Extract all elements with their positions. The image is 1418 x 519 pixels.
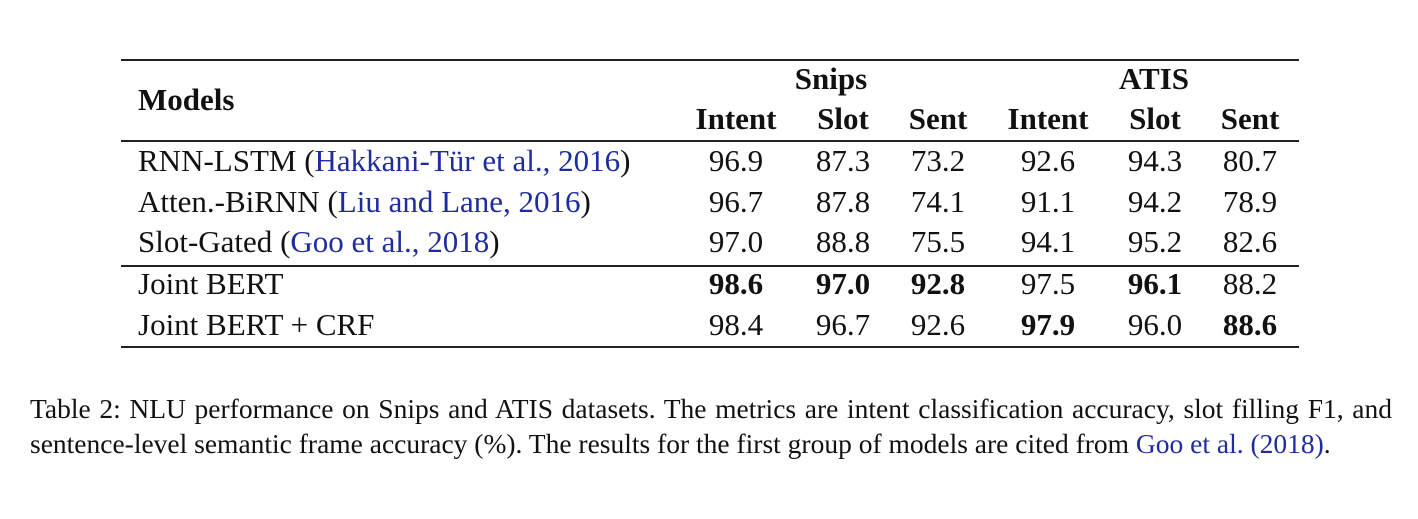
atis-group-header: ATIS [1118, 61, 1190, 96]
header-rule [121, 140, 1299, 142]
model-name-cell: RNN-LSTM (Hakkani-Tür et al., 2016) [138, 144, 630, 178]
score-cell: 92.8 [910, 266, 966, 301]
metric-header: Slot [1129, 101, 1181, 136]
citation-open-paren: ( [319, 184, 338, 219]
caption-tail: . [1323, 428, 1331, 459]
score-cell: 97.9 [1020, 307, 1076, 342]
score-cell: 96.1 [1127, 266, 1183, 301]
table-caption: Table 2: NLU performance on Snips and AT… [30, 391, 1392, 461]
score-cell: 98.6 [708, 266, 764, 301]
model-name-cell: Atten.-BiRNN (Liu and Lane, 2016) [138, 185, 591, 219]
snips-group-header: Snips [794, 61, 868, 96]
score-cell: 92.6 [1020, 143, 1076, 178]
model-name: Joint BERT [138, 266, 284, 301]
score-cell: 96.7 [815, 307, 871, 342]
citation-link[interactable]: Liu and Lane, 2016 [337, 184, 581, 219]
model-name-cell: Slot-Gated (Goo et al., 2018) [138, 225, 500, 259]
score-cell: 94.1 [1020, 224, 1076, 259]
score-cell: 95.2 [1127, 224, 1183, 259]
score-cell: 75.5 [910, 224, 966, 259]
model-name-cell: Joint BERT + CRF [138, 308, 374, 342]
score-cell: 88.6 [1222, 307, 1278, 342]
score-cell: 88.2 [1222, 266, 1278, 301]
citation-close-paren: ) [580, 184, 591, 219]
table-top-rule [121, 59, 1299, 61]
models-column-header: Models [138, 82, 235, 117]
score-cell: 92.6 [910, 307, 966, 342]
caption-text: Table 2: NLU performance on Snips and AT… [30, 393, 1392, 459]
citation-close-paren: ) [489, 224, 500, 259]
score-cell: 73.2 [910, 143, 966, 178]
score-cell: 97.0 [708, 224, 764, 259]
score-cell: 98.4 [708, 307, 764, 342]
score-cell: 87.8 [815, 184, 871, 219]
metric-header: Intent [695, 101, 777, 136]
score-cell: 82.6 [1222, 224, 1278, 259]
score-cell: 88.8 [815, 224, 871, 259]
citation-open-paren: ( [296, 143, 315, 178]
score-cell: 74.1 [910, 184, 966, 219]
metric-header: Slot [817, 101, 869, 136]
citation-link[interactable]: Hakkani-Tür et al., 2016 [314, 143, 621, 178]
score-cell: 96.7 [708, 184, 764, 219]
score-cell: 94.3 [1127, 143, 1183, 178]
score-cell: 94.2 [1127, 184, 1183, 219]
citation-open-paren: ( [272, 224, 291, 259]
citation-link[interactable]: Goo et al., 2018 [290, 224, 490, 259]
score-cell: 96.9 [708, 143, 764, 178]
model-name: Joint BERT + CRF [138, 307, 375, 342]
score-cell: 78.9 [1222, 184, 1278, 219]
model-name: Atten.-BiRNN [138, 184, 320, 219]
score-cell: 80.7 [1222, 143, 1278, 178]
score-cell: 87.3 [815, 143, 871, 178]
metric-header: Sent [1220, 101, 1280, 136]
caption-citation-link[interactable]: Goo et al. (2018) [1135, 428, 1324, 459]
table-bottom-rule [121, 346, 1299, 348]
score-cell: 91.1 [1020, 184, 1076, 219]
group-separator-rule [121, 265, 1299, 267]
model-name-cell: Joint BERT [138, 267, 283, 301]
metric-header: Intent [1007, 101, 1089, 136]
model-name: RNN-LSTM [138, 143, 297, 178]
metric-header: Sent [908, 101, 968, 136]
model-name: Slot-Gated [138, 224, 273, 259]
score-cell: 97.5 [1020, 266, 1076, 301]
score-cell: 97.0 [815, 266, 871, 301]
citation-close-paren: ) [620, 143, 631, 178]
score-cell: 96.0 [1127, 307, 1183, 342]
